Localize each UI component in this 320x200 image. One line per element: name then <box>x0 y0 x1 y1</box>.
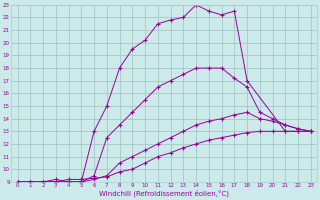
X-axis label: Windchill (Refroidissement éolien,°C): Windchill (Refroidissement éolien,°C) <box>99 190 229 197</box>
